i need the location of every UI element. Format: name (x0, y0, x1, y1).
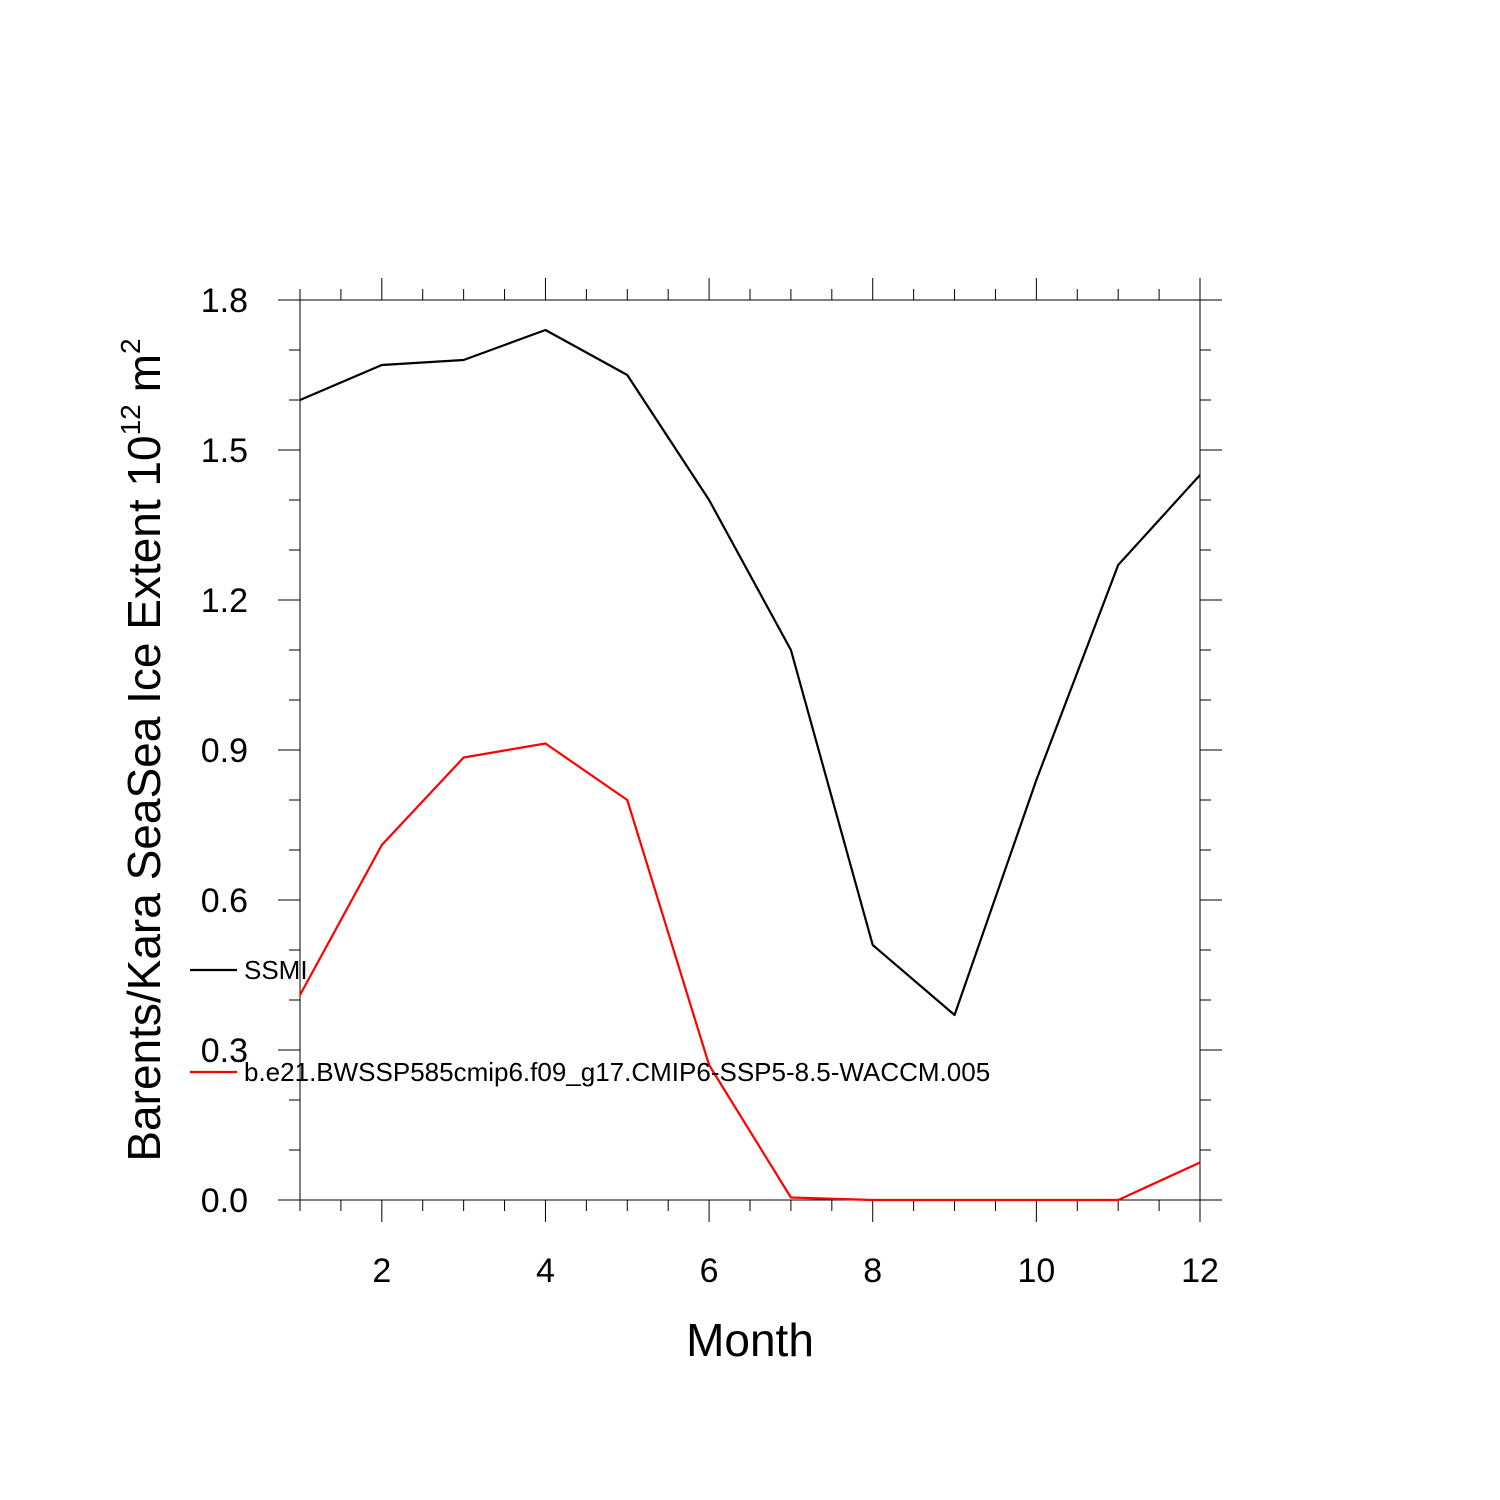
legend: SSMI b.e21.BWSSP585cmip6.f09_g17.CMIP6-SS… (190, 955, 990, 1087)
y-tick-label: 1.8 (201, 282, 248, 320)
y-axis-title-unit-exponent: 2 (115, 338, 146, 354)
x-axis-title: Month (686, 1314, 814, 1366)
y-axis-title-unit: m (118, 354, 170, 392)
y-tick-label: 0.9 (201, 732, 248, 770)
x-tick-label: 8 (863, 1252, 882, 1290)
series-line-1 (299, 328, 1201, 1017)
y-tick-label: 1.2 (201, 582, 248, 620)
legend-label: b.e21.BWSSP585cmip6.f09_g17.CMIP6-SSP5-8… (244, 1057, 990, 1087)
x-tick-label: 2 (372, 1252, 391, 1290)
axis-tick-labels: 2 4 6 8 10 12 0.0 0.3 0.6 0.9 1.2 1.5 1.8 (201, 282, 1219, 1290)
x-tick-label: 6 (700, 1252, 719, 1290)
y-axis-title-exponent: 12 (115, 404, 146, 435)
y-axis-title: Barents/Kara SeaSea Ice Extent 1012 m2 (115, 338, 170, 1161)
y-tick-label: 1.5 (201, 432, 248, 470)
y-tick-label: 0.3 (201, 1032, 248, 1070)
x-tick-label: 4 (536, 1252, 555, 1290)
x-tick-label: 10 (1017, 1252, 1055, 1290)
legend-label: SSMI (244, 955, 308, 985)
series-lines (299, 328, 1201, 1202)
series-line-2 (299, 742, 1201, 1202)
x-tick-label: 12 (1181, 1252, 1219, 1290)
axis-ticks (278, 278, 1222, 1222)
y-tick-label: 0.0 (201, 1182, 248, 1220)
y-axis-title-main: Barents/Kara SeaSea Ice Extent 10 (118, 435, 170, 1161)
y-tick-label: 0.6 (201, 882, 248, 920)
